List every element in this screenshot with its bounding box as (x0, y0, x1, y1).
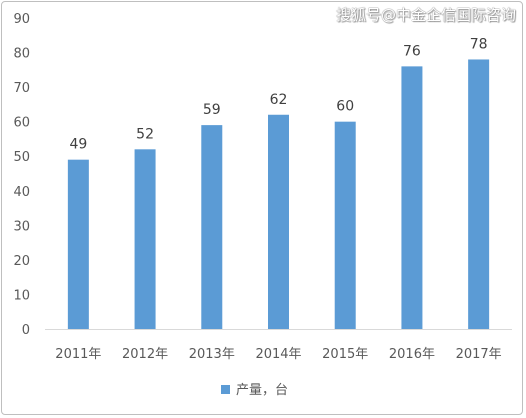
y-tick-label: 0 (22, 323, 30, 338)
x-tick-label: 2016年 (389, 347, 435, 362)
x-tick-label: 2015年 (322, 347, 368, 362)
x-tick-label: 2014年 (255, 347, 301, 362)
data-label: 49 (69, 137, 87, 153)
bar (201, 125, 223, 329)
bar (334, 121, 356, 330)
y-tick-label: 70 (13, 81, 30, 96)
data-label: 62 (270, 92, 288, 108)
y-tick-label: 30 (13, 219, 30, 234)
watermark-text: 搜狐号@中金企信国际咨询 (335, 6, 516, 24)
bars (67, 59, 490, 330)
x-tick-label: 2011年 (55, 347, 101, 362)
x-tick-label: 2017年 (456, 347, 502, 362)
data-labels: 49 52 59 62 60 76 78 (69, 36, 487, 152)
legend-label: 产量，台 (236, 383, 288, 398)
x-axis: 2011年 2012年 2013年 2014年 2015年 2016年 2017年 (45, 329, 512, 362)
y-tick-label: 20 (13, 254, 30, 269)
y-tick-label: 60 (13, 116, 30, 131)
data-label: 60 (336, 99, 354, 115)
x-tick-label: 2013年 (189, 347, 235, 362)
x-tick-label: 2012年 (122, 347, 168, 362)
y-tick-label: 80 (13, 47, 30, 62)
bar (468, 59, 490, 329)
data-label: 52 (136, 126, 154, 142)
y-tick-label: 50 (13, 150, 30, 165)
y-tick-label: 90 (13, 12, 30, 27)
y-tick-label: 40 (13, 185, 30, 200)
data-label: 59 (203, 102, 221, 118)
bar (67, 159, 89, 329)
bar (134, 149, 156, 329)
data-label: 78 (470, 36, 488, 52)
bar (268, 114, 289, 329)
y-axis: 0 10 20 30 40 50 60 70 80 90 (13, 12, 30, 338)
y-tick-label: 10 (13, 288, 30, 303)
legend-swatch (221, 385, 230, 394)
legend: 产量，台 (221, 383, 288, 398)
bar (401, 66, 423, 329)
data-label: 76 (403, 43, 421, 59)
